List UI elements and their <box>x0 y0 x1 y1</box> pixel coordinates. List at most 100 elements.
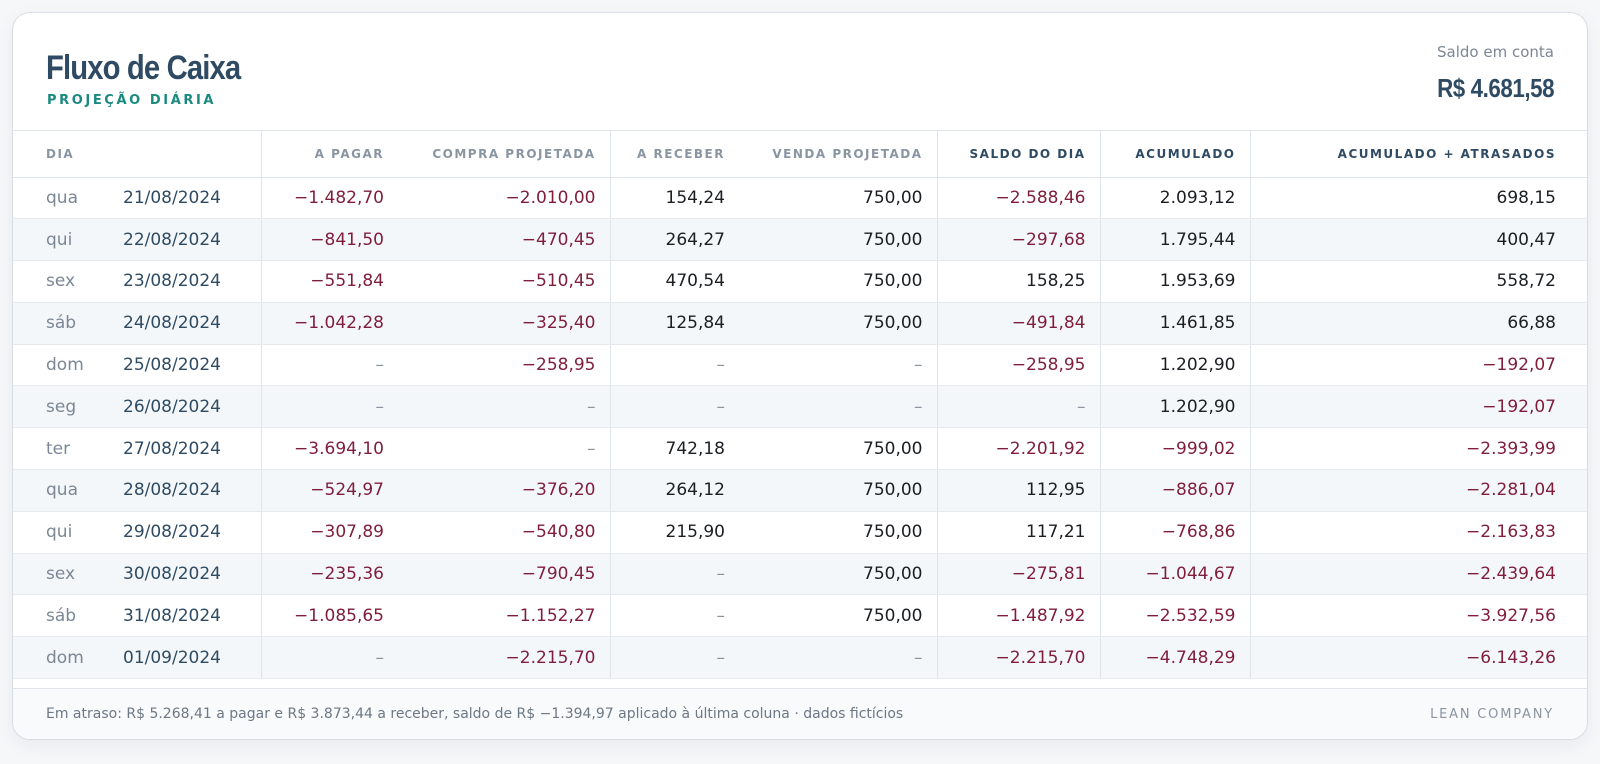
acumulado-atrasados-cell: −2.439,64 <box>1250 553 1587 596</box>
table-row[interactable]: sáb 31/08/2024 −1.085,65 −1.152,27–750,00 −1… <box>13 594 1587 638</box>
a-pagar-cell: −1.042,28 <box>261 302 398 345</box>
table-row[interactable]: qua 28/08/2024 −524,97 −376,20 264,12 750,00 1… <box>13 469 1587 512</box>
saldo-do-dia-cell: −2.215,70 <box>937 636 1101 680</box>
a-receber-cell: – <box>610 594 739 638</box>
table-row[interactable]: dom 01/09/2024– −2.215,70– – −2.215,70 −4.748… <box>13 636 1587 680</box>
date-cell: 31/08/2024 <box>123 594 262 638</box>
table-header-row: DIA A PAGAR COMPRA PROJETADA A RECEBER V… <box>13 131 1587 178</box>
venda-projetada-cell: – <box>739 636 938 680</box>
a-receber-cell: 215,90 <box>610 511 739 554</box>
venda-projetada-cell: – <box>739 344 938 387</box>
compra-projetada-cell: −790,45 <box>398 553 611 596</box>
table-row[interactable]: qui 29/08/2024 −307,89 −540,80 215,90 750,00 1… <box>13 511 1587 554</box>
compra-projetada-cell: −2.215,70 <box>398 636 611 680</box>
col-header-compra-projetada[interactable]: COMPRA PROJETADA <box>398 131 611 178</box>
weekday-cell: sex <box>13 260 123 303</box>
a-receber-cell: – <box>610 636 739 680</box>
acumulado-cell: 1.461,85 <box>1100 302 1251 345</box>
table-row[interactable]: dom 25/08/2024– −258,95– – −258,95 1.202,90 −1… <box>13 344 1587 387</box>
date-cell: 01/09/2024 <box>123 636 262 680</box>
acumulado-cell: −2.532,59 <box>1100 594 1251 638</box>
a-pagar-cell: – <box>261 344 398 387</box>
table-row[interactable]: sáb 24/08/2024 −1.042,28 −325,40 125,84 750,0… <box>13 302 1587 345</box>
weekday-cell: sáb <box>13 594 123 638</box>
a-pagar-cell: −841,50 <box>261 218 398 262</box>
acumulado-atrasados-cell: −2.281,04 <box>1250 469 1587 512</box>
weekday-cell: qui <box>13 218 123 262</box>
col-header-dia[interactable]: DIA <box>13 131 262 178</box>
saldo-do-dia-cell: – <box>937 385 1101 429</box>
a-receber-cell: 264,12 <box>610 469 739 512</box>
table-row[interactable]: sex 30/08/2024 −235,36 −790,45–750,00 −275,8… <box>13 553 1587 596</box>
venda-projetada-cell: – <box>739 385 938 429</box>
a-receber-cell: 125,84 <box>610 302 739 345</box>
col-header-acumulado-atrasados[interactable]: ACUMULADO + ATRASADOS <box>1250 131 1587 178</box>
venda-projetada-cell: 750,00 <box>739 553 938 596</box>
date-cell: 23/08/2024 <box>123 260 262 303</box>
a-pagar-cell: −307,89 <box>261 511 398 554</box>
balance-label: Saldo em conta <box>1437 43 1554 61</box>
page-subtitle: PROJEÇÃO DIÁRIA <box>47 93 217 108</box>
weekday-cell: ter <box>13 427 123 471</box>
a-receber-cell: – <box>610 385 739 429</box>
table-body: qua 21/08/2024 −1.482,70 −2.010,00 154,24 750… <box>13 177 1587 680</box>
weekday-cell: sáb <box>13 302 123 345</box>
compra-projetada-cell: −376,20 <box>398 469 611 512</box>
acumulado-atrasados-cell: −2.163,83 <box>1250 511 1587 554</box>
brand-name: LEAN COMPANY <box>1430 707 1554 722</box>
acumulado-atrasados-cell: 400,47 <box>1250 218 1587 262</box>
table-row[interactable]: qua 21/08/2024 −1.482,70 −2.010,00 154,24 750… <box>13 177 1587 220</box>
compra-projetada-cell: −1.152,27 <box>398 594 611 638</box>
col-header-acumulado[interactable]: ACUMULADO <box>1100 131 1251 178</box>
table-row[interactable]: ter 27/08/2024 −3.694,10–742,18 750,00 −2.20… <box>13 427 1587 471</box>
saldo-do-dia-cell: −275,81 <box>937 553 1101 596</box>
a-pagar-cell: – <box>261 385 398 429</box>
acumulado-cell: 2.093,12 <box>1100 177 1251 220</box>
table-row[interactable]: qui 22/08/2024 −841,50 −470,45 264,27 750,00−… <box>13 218 1587 262</box>
acumulado-cell: 1.795,44 <box>1100 218 1251 262</box>
a-receber-cell: – <box>610 344 739 387</box>
date-cell: 26/08/2024 <box>123 385 262 429</box>
compra-projetada-cell: −2.010,00 <box>398 177 611 220</box>
saldo-do-dia-cell: 117,21 <box>937 511 1101 554</box>
date-cell: 30/08/2024 <box>123 553 262 596</box>
date-cell: 29/08/2024 <box>123 511 262 554</box>
cash-flow-table: DIA A PAGAR COMPRA PROJETADA A RECEBER V… <box>13 131 1587 680</box>
a-pagar-cell: – <box>261 636 398 680</box>
col-header-a-receber[interactable]: A RECEBER <box>610 131 739 178</box>
venda-projetada-cell: 750,00 <box>739 594 938 638</box>
a-pagar-cell: −235,36 <box>261 553 398 596</box>
acumulado-cell: −886,07 <box>1100 469 1251 512</box>
weekday-cell: seg <box>13 385 123 429</box>
acumulado-atrasados-cell: −2.393,99 <box>1250 427 1587 471</box>
col-header-venda-projetada[interactable]: VENDA PROJETADA <box>739 131 938 178</box>
acumulado-cell: −1.044,67 <box>1100 553 1251 596</box>
acumulado-cell: 1.202,90 <box>1100 344 1251 387</box>
weekday-cell: sex <box>13 553 123 596</box>
acumulado-cell: −999,02 <box>1100 427 1251 471</box>
venda-projetada-cell: 750,00 <box>739 218 938 262</box>
a-receber-cell: 470,54 <box>610 260 739 303</box>
footer-note: Em atraso: R$ 5.268,41 a pagar e R$ 3.87… <box>46 706 904 722</box>
compra-projetada-cell: −510,45 <box>398 260 611 303</box>
saldo-do-dia-cell: 112,95 <box>937 469 1101 512</box>
saldo-do-dia-cell: −297,68 <box>937 218 1101 262</box>
table-row[interactable]: sex 23/08/2024 −551,84 −510,45 470,54 750,00 1… <box>13 260 1587 303</box>
date-cell: 24/08/2024 <box>123 302 262 345</box>
venda-projetada-cell: 750,00 <box>739 302 938 345</box>
acumulado-atrasados-cell: −192,07 <box>1250 344 1587 387</box>
saldo-do-dia-cell: 158,25 <box>937 260 1101 303</box>
weekday-cell: qua <box>13 469 123 512</box>
col-header-saldo-do-dia[interactable]: SALDO DO DIA <box>937 131 1101 178</box>
weekday-cell: dom <box>13 344 123 387</box>
date-cell: 21/08/2024 <box>123 177 262 220</box>
compra-projetada-cell: −470,45 <box>398 218 611 262</box>
col-header-a-pagar[interactable]: A PAGAR <box>261 131 398 178</box>
venda-projetada-cell: 750,00 <box>739 260 938 303</box>
acumulado-cell: 1.202,90 <box>1100 385 1251 429</box>
a-receber-cell: 154,24 <box>610 177 739 220</box>
table-row[interactable]: seg 26/08/2024– – – – –1.202,90 −192,07 <box>13 385 1587 429</box>
compra-projetada-cell: −258,95 <box>398 344 611 387</box>
cash-flow-card: Fluxo de Caixa PROJEÇÃO DIÁRIA Saldo em … <box>12 12 1588 740</box>
acumulado-atrasados-cell: 558,72 <box>1250 260 1587 303</box>
